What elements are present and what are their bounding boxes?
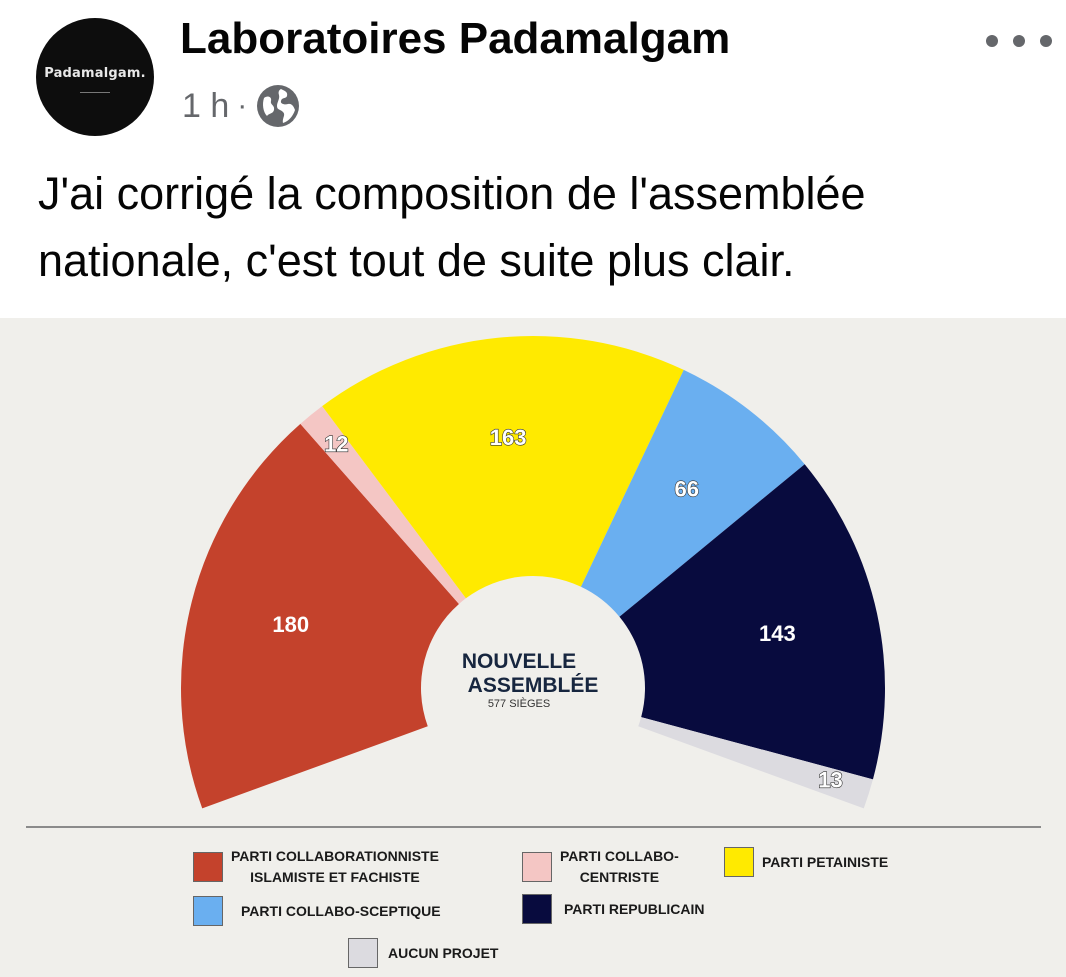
legend-swatch — [193, 896, 223, 926]
legend-label: PARTI COLLABO- CENTRISTE — [560, 848, 679, 885]
legend-item-collabo-centriste: PARTI COLLABO- CENTRISTE — [522, 846, 679, 888]
more-options-button[interactable] — [986, 26, 1052, 56]
meta-separator: · — [237, 89, 248, 122]
seat-segment-collaborationniste — [180, 423, 459, 809]
seat-count-label-aucun-projet: 13 — [818, 768, 842, 793]
globe-icon[interactable] — [255, 83, 301, 129]
seat-segment-petainiste — [322, 335, 684, 599]
hemicycle-chart: 180 12 163 66 143 13 NOUVELLE ASSEMBLÉE 577 S… — [180, 335, 885, 809]
post-meta: 1 h · — [182, 84, 301, 128]
seat-segment-republicain — [619, 464, 885, 780]
legend-item-petainiste: PARTI PETAINISTE — [724, 847, 888, 877]
seat-count-label-republicain: 143 — [759, 621, 796, 646]
avatar-divider — [80, 92, 110, 93]
legend-label: PARTI PETAINISTE — [762, 853, 889, 870]
legend-swatch — [522, 852, 552, 882]
seat-segment-aucun-projet — [638, 717, 873, 809]
legend-divider — [26, 826, 1041, 828]
legend-item-aucun-projet: AUCUN PROJET — [348, 938, 498, 968]
legend-swatch — [724, 847, 754, 877]
legend-swatch — [348, 938, 378, 968]
post-image-chart[interactable]: 180 12 163 66 143 13 NOUVELLE ASSEMBLÉE 577 S… — [0, 318, 1066, 977]
page-avatar[interactable]: Padamalgam. — [36, 18, 154, 136]
avatar-logo-text: Padamalgam. — [44, 66, 146, 81]
seat-count-label-collabo-sceptique: 66 — [674, 477, 698, 502]
more-dots-icon — [986, 35, 998, 47]
center-subtitle: 577 SIÈGES — [488, 697, 550, 710]
legend-swatch — [522, 894, 552, 924]
seat-count-label-petainiste: 163 — [490, 425, 527, 450]
post-header: Padamalgam. Laboratoires Padamalgam 1 h … — [0, 0, 1066, 140]
seat-segment-collabo-centriste — [300, 406, 466, 604]
legend-item-collabo-sceptique: PARTI COLLABO-SCEPTIQUE — [193, 896, 441, 926]
more-dots-icon — [1040, 35, 1052, 47]
hemicycle-center — [423, 578, 643, 798]
seat-count-label-collabo-centriste: 12 — [324, 432, 348, 457]
seat-segment-collabo-sceptique — [580, 369, 805, 617]
legend-label: AUCUN PROJET — [388, 944, 499, 961]
legend-label: PARTI COLLABORATIONNISTE ISLAMISTE ET FA… — [231, 848, 439, 885]
seat-count-label-collaborationniste: 180 — [272, 612, 309, 637]
legend-item-collaborationniste: PARTI COLLABORATIONNISTE ISLAMISTE ET FA… — [193, 846, 439, 888]
center-title-line2: ASSEMBLÉE — [468, 674, 599, 697]
legend-label: PARTI COLLABO-SCEPTIQUE — [241, 902, 441, 919]
post-timestamp[interactable]: 1 h — [182, 86, 230, 125]
legend-item-republicain: PARTI REPUBLICAIN — [522, 894, 705, 924]
page-name-link[interactable]: Laboratoires Padamalgam — [180, 14, 731, 63]
center-title-line1: NOUVELLE — [462, 650, 576, 673]
legend-swatch — [193, 852, 223, 882]
more-dots-icon — [1013, 35, 1025, 47]
legend-label: PARTI REPUBLICAIN — [564, 900, 705, 917]
post-text: J'ai corrigé la composition de l'assembl… — [38, 168, 866, 286]
